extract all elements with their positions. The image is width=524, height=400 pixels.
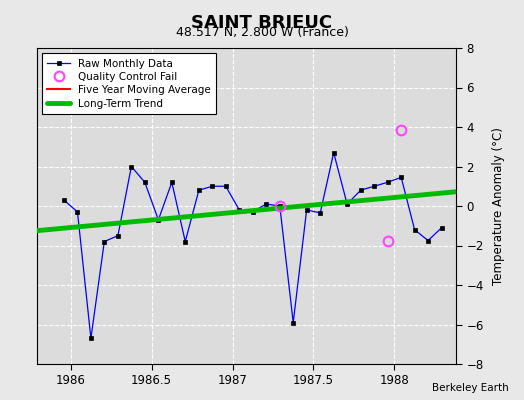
Line: Raw Monthly Data: Raw Monthly Data (62, 150, 444, 340)
Raw Monthly Data (398, 175, 405, 180)
Raw Monthly Data (371, 184, 377, 189)
Quality Control Fail (385, 238, 391, 243)
Raw Monthly Data (61, 198, 67, 202)
Text: 48.517 N, 2.800 W (France): 48.517 N, 2.800 W (France) (176, 26, 348, 39)
Raw Monthly Data (236, 208, 243, 212)
Raw Monthly Data (277, 204, 283, 208)
Raw Monthly Data (195, 188, 202, 192)
Raw Monthly Data (303, 208, 310, 212)
Y-axis label: Temperature Anomaly (°C): Temperature Anomaly (°C) (492, 127, 505, 285)
Raw Monthly Data (385, 180, 391, 185)
Raw Monthly Data (331, 150, 337, 155)
Raw Monthly Data (223, 184, 229, 189)
Raw Monthly Data (263, 202, 269, 206)
Raw Monthly Data (249, 210, 256, 214)
Raw Monthly Data (357, 188, 364, 192)
Raw Monthly Data (290, 320, 297, 325)
Text: SAINT BRIEUC: SAINT BRIEUC (191, 14, 333, 32)
Raw Monthly Data (411, 227, 418, 232)
Raw Monthly Data (209, 184, 215, 189)
Raw Monthly Data (425, 238, 431, 243)
Line: Quality Control Fail: Quality Control Fail (275, 125, 406, 246)
Raw Monthly Data (128, 164, 135, 169)
Raw Monthly Data (141, 180, 148, 185)
Raw Monthly Data (101, 239, 107, 244)
Raw Monthly Data (155, 218, 161, 222)
Raw Monthly Data (182, 239, 189, 244)
Raw Monthly Data (344, 202, 350, 206)
Legend: Raw Monthly Data, Quality Control Fail, Five Year Moving Average, Long-Term Tren: Raw Monthly Data, Quality Control Fail, … (42, 53, 216, 114)
Quality Control Fail (398, 128, 405, 132)
Raw Monthly Data (115, 233, 121, 238)
Raw Monthly Data (88, 336, 94, 341)
Text: Berkeley Earth: Berkeley Earth (432, 383, 508, 393)
Raw Monthly Data (74, 210, 81, 214)
Quality Control Fail (277, 204, 283, 208)
Raw Monthly Data (317, 210, 323, 215)
Raw Monthly Data (439, 225, 445, 230)
Raw Monthly Data (169, 180, 175, 185)
